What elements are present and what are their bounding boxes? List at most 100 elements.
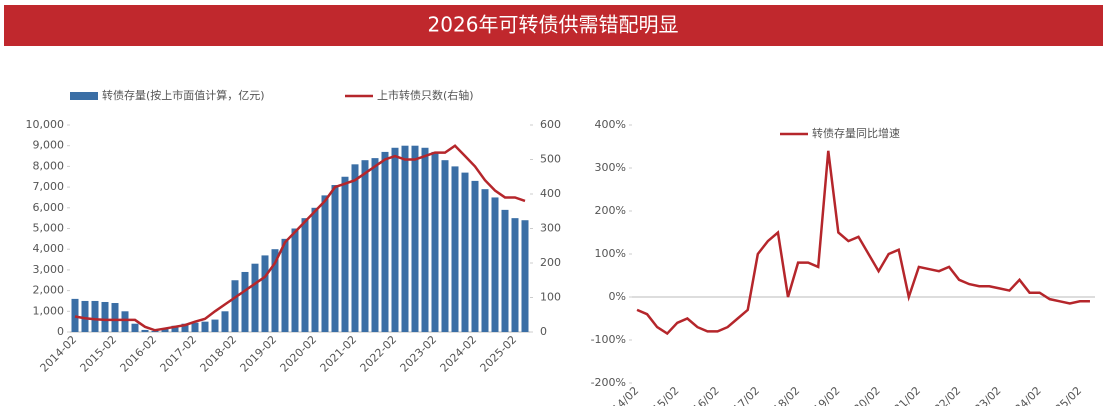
y-tick-label: 7,000 <box>33 180 65 193</box>
bar <box>481 189 489 332</box>
bar <box>361 160 369 332</box>
y-tick-label: 400% <box>595 118 626 131</box>
x-tick-label: 2016/02 <box>680 384 722 406</box>
x-tick-label: 2025/02 <box>1043 384 1085 406</box>
bar <box>101 301 109 332</box>
line <box>74 144 526 332</box>
y-tick-label: 5,000 <box>33 222 65 235</box>
y2-tick-label: 300 <box>540 222 561 235</box>
bar <box>461 172 469 332</box>
bar <box>81 300 89 332</box>
bar <box>521 220 529 332</box>
y2-tick-label: 600 <box>540 118 561 131</box>
x-tick-label: 2021/02 <box>882 384 924 406</box>
bar <box>211 319 219 332</box>
y-tick-label: 4,000 <box>33 242 65 255</box>
x-tick-label: 2023-02 <box>398 333 440 375</box>
bar <box>171 325 179 332</box>
y-tick-label: 0 <box>57 325 64 338</box>
y-tick-label: -100% <box>591 333 626 346</box>
y-tick-label: 9,000 <box>33 139 65 152</box>
bar <box>281 238 289 332</box>
x-tick-label: 2021-02 <box>318 333 360 375</box>
y2-tick-label: 0 <box>540 325 547 338</box>
bar <box>291 228 299 332</box>
bar <box>191 322 199 332</box>
legend-swatch <box>70 92 98 100</box>
x-tick-label: 2020-02 <box>278 333 320 375</box>
bar <box>501 209 509 332</box>
bar <box>261 255 269 332</box>
x-tick-label: 2014-02 <box>38 333 80 375</box>
bar <box>241 271 249 332</box>
y-tick-label: -200% <box>591 376 626 389</box>
bar <box>121 311 129 332</box>
y2-tick-label: 100 <box>540 291 561 304</box>
bar <box>471 180 479 332</box>
bar <box>161 328 169 332</box>
x-tick-label: 2025-02 <box>478 333 520 375</box>
y-tick-label: 100% <box>595 247 626 260</box>
title-banner <box>4 5 1103 46</box>
x-tick-label: 2017-02 <box>158 333 200 375</box>
x-tick-label: 2015/02 <box>640 384 682 406</box>
bar <box>391 147 399 332</box>
bar <box>321 195 329 332</box>
x-tick-label: 2017/02 <box>721 384 763 406</box>
x-tick-label: 2018/02 <box>761 384 803 406</box>
bar <box>301 218 309 332</box>
y-tick-label: 8,000 <box>33 159 65 172</box>
bar <box>511 218 519 332</box>
x-tick-label: 2018-02 <box>198 333 240 375</box>
x-tick-label: 2016-02 <box>118 333 160 375</box>
x-tick-label: 2019/02 <box>801 384 843 406</box>
x-tick-label: 2024-02 <box>438 333 480 375</box>
y-tick-label: 3,000 <box>33 263 65 276</box>
bar <box>351 164 359 332</box>
bar <box>251 263 259 332</box>
bar <box>421 147 429 332</box>
y-tick-label: 300% <box>595 161 626 174</box>
bar <box>401 145 409 332</box>
bar <box>431 151 439 332</box>
y-tick-label: 10,000 <box>26 118 65 131</box>
y-tick-label: 200% <box>595 204 626 217</box>
bar <box>131 323 139 332</box>
y2-tick-label: 500 <box>540 153 561 166</box>
x-tick-label: 2022/02 <box>922 384 964 406</box>
bar <box>381 151 389 332</box>
bar <box>181 323 189 332</box>
bar <box>271 249 279 332</box>
legend-label: 上市转债只数(右轴) <box>377 88 474 102</box>
bar <box>331 185 339 332</box>
y2-tick-label: 200 <box>540 256 561 269</box>
bar <box>371 158 379 332</box>
x-tick-label: 2024/02 <box>1002 384 1044 406</box>
bar <box>221 311 229 332</box>
legend-label: 转债存量(按上市面值计算，亿元) <box>102 88 265 102</box>
bar <box>201 321 209 332</box>
bar <box>491 197 499 332</box>
legend-label: 转债存量同比增速 <box>812 126 900 140</box>
bar <box>111 303 119 332</box>
bar <box>411 145 419 332</box>
bar <box>91 300 99 332</box>
y-tick-label: 0% <box>609 290 626 303</box>
x-tick-label: 2023/02 <box>962 384 1004 406</box>
x-tick-label: 2020/02 <box>841 384 883 406</box>
x-tick-label: 2019-02 <box>238 333 280 375</box>
x-tick-label: 2015-02 <box>78 333 120 375</box>
bar <box>231 280 239 332</box>
bar <box>451 166 459 332</box>
title: 2026年可转债供需错配明显 <box>428 13 679 37</box>
bar <box>311 207 319 332</box>
bar <box>141 329 149 332</box>
y-tick-label: 2,000 <box>33 284 65 297</box>
bar <box>441 160 449 332</box>
y-tick-label: 6,000 <box>33 201 65 214</box>
bar <box>341 176 349 332</box>
bar <box>71 298 79 332</box>
y2-tick-label: 400 <box>540 187 561 200</box>
y-tick-label: 1,000 <box>33 304 65 317</box>
